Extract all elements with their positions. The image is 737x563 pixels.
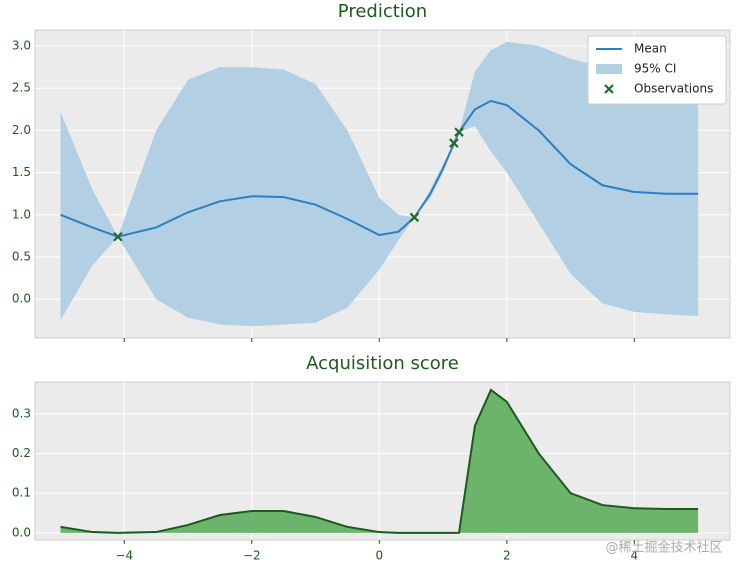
x-tick-label: 4 bbox=[631, 549, 639, 563]
legend-marker bbox=[604, 84, 614, 94]
y-tick-label: 1.5 bbox=[12, 165, 31, 179]
x-tick-label: 2 bbox=[503, 549, 511, 563]
y-tick-label: 0.0 bbox=[12, 525, 31, 539]
chart-title: Acquisition score bbox=[306, 353, 459, 374]
x-tick-label: −4 bbox=[115, 549, 133, 563]
area-fill bbox=[60, 389, 699, 533]
y-tick-label: 2.5 bbox=[12, 81, 31, 95]
area-line bbox=[60, 388, 699, 534]
legend-label: 95% CI bbox=[634, 62, 676, 76]
chart-title: Prediction bbox=[338, 1, 427, 22]
y-tick-label: 3.0 bbox=[12, 39, 31, 53]
observation-marker bbox=[113, 231, 123, 242]
legend-box bbox=[587, 35, 727, 105]
watermark: @稀土掘金技术社区 bbox=[605, 540, 722, 556]
y-tick-label: 0.1 bbox=[12, 486, 31, 500]
y-tick-label: 0.5 bbox=[12, 249, 31, 263]
x-tick-label: −2 bbox=[243, 549, 261, 563]
confidence-band bbox=[60, 41, 699, 327]
y-tick-label: 2.0 bbox=[12, 123, 31, 137]
subplot: Acquisition score 0.0 0.1 0.2 0.3 −4 −2 0 2 4 bbox=[12, 353, 731, 563]
observation-marker bbox=[449, 138, 459, 148]
legend-patch bbox=[596, 64, 622, 74]
y-tick-label: 0.2 bbox=[12, 446, 31, 460]
legend-label: Observations bbox=[634, 82, 713, 96]
legend: Mean 95% CI Observations bbox=[587, 35, 727, 105]
y-tick-label: 1.0 bbox=[12, 207, 31, 221]
y-tick-label: 0.0 bbox=[12, 292, 31, 306]
y-tick-label: 0.3 bbox=[12, 406, 31, 420]
observation-marker bbox=[454, 127, 464, 137]
subplot: Prediction 0.0 0.5 1.0 1.5 2.0 2.5 3.0 Mean 95% C… bbox=[12, 1, 731, 342]
legend-label: Mean bbox=[634, 42, 667, 56]
observation-marker bbox=[409, 212, 420, 223]
x-tick-label: 0 bbox=[375, 549, 383, 563]
